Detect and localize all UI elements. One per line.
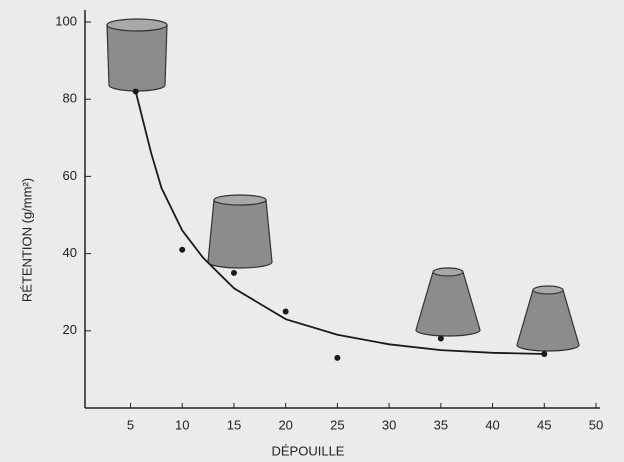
data-point [541,350,548,357]
cone-icon-top [213,194,267,206]
data-point [230,269,237,276]
cone-icon [207,199,273,269]
cone-icon [415,271,481,337]
y-tick-label: 40 [63,245,77,260]
cone-icon-top [532,285,564,295]
cones [106,18,580,352]
x-tick-label: 10 [175,417,189,432]
data-point [437,335,444,342]
cone-icon-top [432,267,464,277]
cone-icon [516,289,580,352]
y-tick-label: 100 [55,13,77,28]
data-point [334,354,341,361]
x-tick-label: 20 [278,417,292,432]
y-tick-label: 80 [63,91,77,106]
data-point [282,308,289,315]
x-tick-label: 30 [382,417,396,432]
x-tick-label: 35 [434,417,448,432]
x-tick-label: 45 [537,417,551,432]
x-tick-label: 50 [589,417,603,432]
data-point [179,246,186,253]
x-tick-label: 40 [485,417,499,432]
data-point [132,88,139,95]
x-axis-label: DÉPOUILLE [272,443,345,458]
y-tick-label: 20 [63,322,77,337]
y-axis-label: RÉTENTION (g/mm²) [19,178,34,302]
x-tick-label: 5 [127,417,134,432]
x-tick-label: 15 [227,417,241,432]
axes [84,10,600,409]
y-tick-label: 60 [63,168,77,183]
fit-curve [134,91,545,355]
cone-icon [106,24,168,92]
cone-icon-top [106,18,168,32]
x-tick-label: 25 [330,417,344,432]
